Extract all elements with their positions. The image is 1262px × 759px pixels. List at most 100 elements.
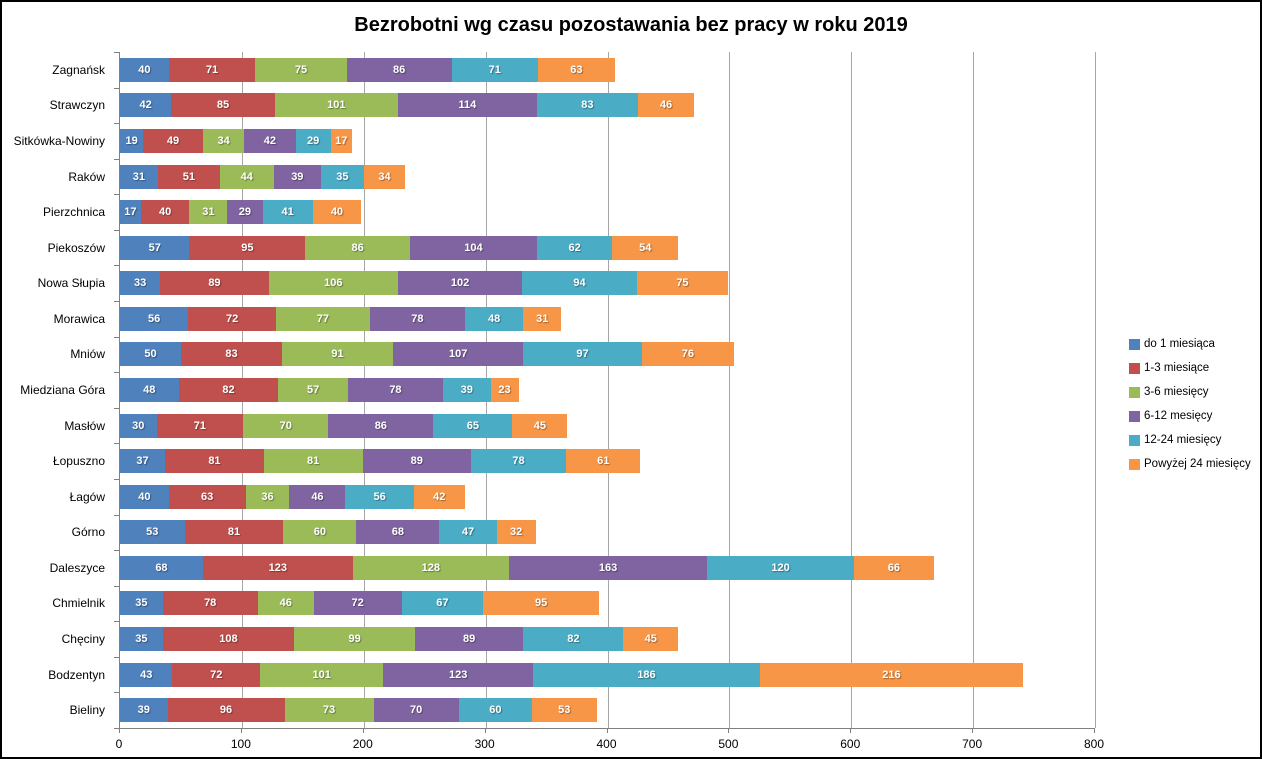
bar-value-label: 108 [219, 633, 238, 646]
bar-segment: 66 [853, 555, 935, 580]
bar-segment: 91 [282, 342, 393, 367]
category-label: Łopuszno [52, 454, 105, 469]
bar-segment: 32 [496, 520, 536, 545]
bar-value-label: 96 [219, 704, 233, 717]
gridline [1095, 52, 1096, 728]
stacked-bar: 30 71 70 86 65 45 [120, 413, 568, 438]
bar-value-label: 23 [498, 383, 511, 396]
legend-entry: 6-12 mesięcy [1129, 404, 1251, 428]
bar-value-label: 44 [240, 170, 253, 183]
bar-value-label: 47 [461, 526, 475, 539]
category-label: Strawczyn [49, 98, 105, 113]
bar-segment: 71 [168, 57, 256, 82]
bar-segment: 101 [260, 662, 384, 687]
category-label: Bodzentyn [48, 667, 105, 682]
legend-entry: do 1 miesiąca [1129, 332, 1251, 356]
legend-label: 6-12 mesięcy [1144, 410, 1213, 422]
bar-segment: 123 [202, 555, 353, 580]
bar-segment: 63 [538, 57, 615, 82]
bar-segment: 35 [321, 164, 364, 189]
bar-value-label: 99 [348, 633, 361, 646]
bar-value-label: 57 [148, 241, 161, 254]
bar-segment: 81 [263, 449, 363, 474]
bar-value-label: 17 [335, 134, 348, 147]
bar-segment: 29 [227, 200, 263, 225]
bar-value-label: 91 [331, 348, 344, 361]
bar-value-label: 29 [238, 206, 252, 219]
bar-segment: 57 [278, 377, 348, 402]
bar-segment: 97 [523, 342, 642, 367]
bar-segment: 45 [623, 627, 679, 652]
bar-segment: 77 [276, 306, 370, 331]
bar-segment: 44 [219, 164, 274, 189]
bar-segment: 95 [483, 591, 599, 616]
bar-value-label: 81 [307, 455, 320, 468]
stacked-bar: 40 63 36 46 56 42 [120, 484, 465, 509]
bar-value-label: 42 [263, 134, 277, 147]
bar-segment: 216 [759, 662, 1024, 687]
gridline [851, 52, 853, 728]
value-axis-tick [606, 728, 608, 733]
bar-value-label: 34 [217, 134, 230, 147]
category-label: Nowa Słupia [37, 276, 105, 291]
bar-value-label: 63 [570, 63, 583, 76]
legend-label: Powyżej 24 miesięcy [1144, 458, 1251, 470]
bar-value-label: 45 [533, 419, 546, 432]
bar-segment: 83 [536, 93, 638, 118]
bar-value-label: 70 [279, 419, 292, 432]
bar-value-label: 19 [125, 134, 138, 147]
bar-value-label: 104 [464, 241, 483, 254]
bar-segment: 99 [294, 627, 415, 652]
category-axis-tick [114, 478, 119, 480]
category-axis-tick [114, 301, 119, 303]
bar-value-label: 62 [568, 241, 581, 254]
bar-segment: 56 [345, 484, 414, 509]
bar-value-label: 83 [225, 348, 238, 361]
bar-value-label: 49 [166, 134, 180, 147]
value-axis-tick [1094, 728, 1095, 733]
bar-segment: 108 [162, 627, 295, 652]
bar-row: 53 81 60 68 47 32 [120, 515, 1095, 551]
bar-segment: 42 [120, 93, 172, 118]
bar-segment: 33 [120, 271, 161, 296]
value-axis-label: 800 [1083, 737, 1105, 751]
bar-value-label: 32 [509, 526, 523, 539]
bar-segment: 23 [490, 377, 519, 402]
stacked-bar: 17 40 31 29 41 40 [120, 200, 362, 225]
gridline [729, 52, 731, 728]
bar-value-label: 39 [291, 170, 304, 183]
bar-segment: 37 [120, 449, 166, 474]
bar-value-label: 56 [148, 312, 161, 325]
category-axis-tick [114, 265, 119, 267]
bar-value-label: 97 [576, 348, 589, 361]
bar-value-label: 95 [534, 597, 548, 610]
stacked-bar: 37 81 81 89 78 61 [120, 449, 641, 474]
bar-value-label: 48 [143, 383, 156, 396]
bar-segment: 46 [289, 484, 346, 509]
bar-segment: 72 [313, 591, 402, 616]
category-axis-tick [114, 514, 119, 516]
bar-segment: 72 [172, 662, 261, 687]
bar-value-label: 29 [307, 134, 320, 147]
value-axis-label: 600 [840, 737, 861, 751]
bar-segment: 31 [523, 306, 562, 331]
bar-segment: 53 [531, 698, 597, 723]
category-label: Daleszyce [49, 560, 105, 575]
bar-value-label: 68 [155, 561, 168, 574]
bar-segment: 48 [464, 306, 524, 331]
bar-value-label: 31 [202, 206, 215, 219]
value-axis-label: 0 [115, 737, 123, 751]
legend-swatch-icon [1129, 410, 1140, 422]
bar-segment: 17 [120, 200, 141, 225]
bar-value-label: 123 [268, 561, 287, 574]
bar-segment: 89 [160, 271, 269, 296]
bar-value-label: 78 [512, 455, 525, 468]
category-label: Masłów [64, 418, 105, 433]
category-label: Pierzchnica [42, 205, 105, 220]
stacked-bar: 53 81 60 68 47 32 [120, 520, 536, 545]
bar-segment: 39 [442, 377, 491, 402]
bar-row: 56 72 77 78 48 31 [120, 301, 1095, 337]
bar-value-label: 42 [433, 490, 446, 503]
stacked-bar: 43 72 101 123 186 216 [120, 662, 1024, 687]
bar-value-label: 76 [681, 348, 695, 361]
